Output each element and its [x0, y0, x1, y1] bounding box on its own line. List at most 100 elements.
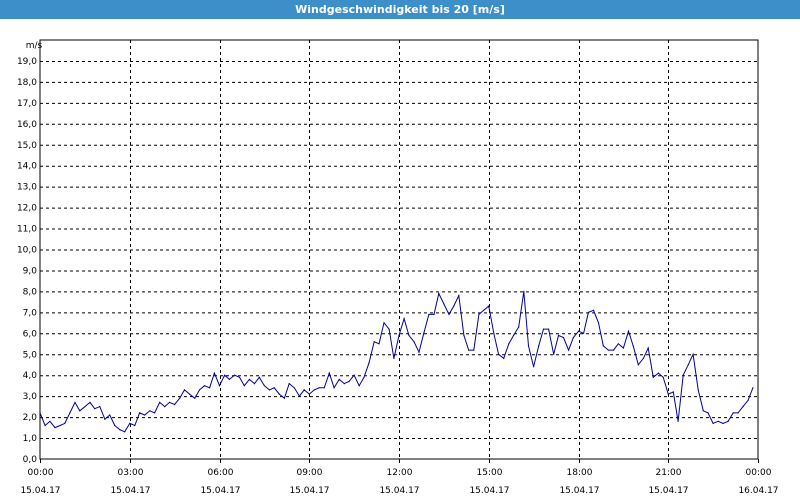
x-tick-time-label: 03:00: [118, 468, 144, 478]
data-point: [583, 332, 585, 334]
data-point: [707, 412, 709, 414]
y-tick-label: 2,0: [23, 413, 38, 423]
data-point: [243, 385, 245, 387]
data-point: [74, 401, 76, 403]
data-point: [642, 357, 645, 359]
x-tick-time-label: 12:00: [387, 468, 413, 478]
data-point: [333, 387, 335, 389]
data-point: [542, 328, 545, 330]
data-point: [587, 311, 590, 313]
y-tick-label: 9,0: [23, 266, 38, 276]
data-point: [712, 422, 714, 424]
y-tick-label: 19,0: [17, 57, 37, 67]
x-tick-date-label: 15.04.17: [289, 486, 329, 496]
data-point: [428, 313, 430, 315]
data-point: [433, 313, 435, 315]
data-point: [228, 378, 230, 380]
data-point: [488, 305, 490, 307]
data-point: [358, 385, 360, 387]
grid: [40, 40, 758, 459]
data-point: [523, 290, 525, 292]
data-point: [568, 349, 570, 351]
data-point: [612, 349, 615, 351]
data-point: [203, 385, 206, 387]
data-point: [248, 378, 250, 380]
y-tick-label: 11,0: [17, 225, 37, 235]
data-point: [747, 399, 749, 401]
data-point: [607, 349, 610, 351]
y-tick-label: 10,0: [17, 246, 37, 256]
data-point: [273, 387, 275, 389]
y-tick-label: 12,0: [17, 204, 37, 214]
data-point: [597, 322, 600, 324]
data-point: [99, 406, 101, 408]
data-point: [458, 295, 460, 297]
data-point: [533, 366, 535, 368]
data-point: [124, 431, 126, 433]
data-point: [323, 387, 325, 389]
data-point: [448, 313, 450, 315]
data-point: [119, 429, 121, 431]
data-point: [548, 328, 550, 330]
data-point: [159, 401, 161, 403]
data-point: [283, 397, 285, 399]
data-point: [258, 376, 260, 378]
data-point: [702, 410, 704, 412]
data-point: [343, 383, 345, 385]
data-point: [363, 376, 365, 378]
data-point: [657, 372, 660, 374]
data-point: [727, 420, 729, 422]
data-point: [293, 387, 295, 389]
data-point: [338, 378, 340, 380]
chart-area: 0,0 1,0 2,0 3,0 4,0 5,0 6,0 7,0 8,0 9,0 10,0 11,0 12…: [0, 19, 800, 500]
data-point: [149, 410, 151, 412]
data-point: [717, 420, 719, 422]
data-point: [69, 412, 71, 414]
data-point: [478, 313, 480, 315]
data-point: [348, 380, 350, 383]
data-point: [662, 376, 664, 378]
data-point: [637, 364, 639, 366]
data-point: [562, 336, 565, 339]
data-point: [313, 389, 315, 391]
data-point: [518, 326, 520, 328]
data-point: [632, 345, 634, 347]
data-point: [677, 420, 679, 422]
data-point: [508, 343, 510, 345]
data-point: [353, 374, 355, 376]
data-point: [572, 336, 575, 339]
data-point: [627, 330, 630, 332]
data-point: [557, 334, 560, 336]
data-point: [438, 292, 440, 295]
data-point: [592, 309, 595, 311]
data-point: [104, 418, 106, 420]
data-point: [468, 349, 470, 351]
data-point: [144, 414, 146, 416]
data-point: [134, 424, 136, 427]
data-point: [183, 389, 186, 391]
data-point: [129, 422, 131, 424]
x-tick-time-label: 00:00: [746, 468, 772, 478]
data-point: [423, 332, 425, 334]
y-tick-label: 17,0: [17, 99, 37, 109]
data-point: [513, 334, 515, 336]
data-point: [378, 343, 380, 345]
data-point: [164, 406, 166, 408]
x-tick-date-label: 15.04.17: [200, 486, 240, 496]
x-tick-time-label: 06:00: [208, 468, 234, 478]
data-point: [647, 347, 649, 349]
x-tick-date-label: 15.04.17: [110, 486, 150, 496]
data-point: [79, 410, 81, 412]
data-point: [473, 349, 475, 351]
data-point: [198, 389, 201, 391]
y-tick-label: 4,0: [23, 371, 38, 381]
data-point: [114, 424, 116, 427]
data-point: [238, 376, 241, 378]
data-point: [44, 424, 46, 427]
data-point: [388, 328, 390, 330]
data-point: [218, 385, 221, 387]
data-point: [298, 395, 300, 397]
data-point: [418, 351, 420, 353]
x-tick-time-label: 09:00: [297, 468, 323, 478]
data-point: [179, 397, 181, 399]
